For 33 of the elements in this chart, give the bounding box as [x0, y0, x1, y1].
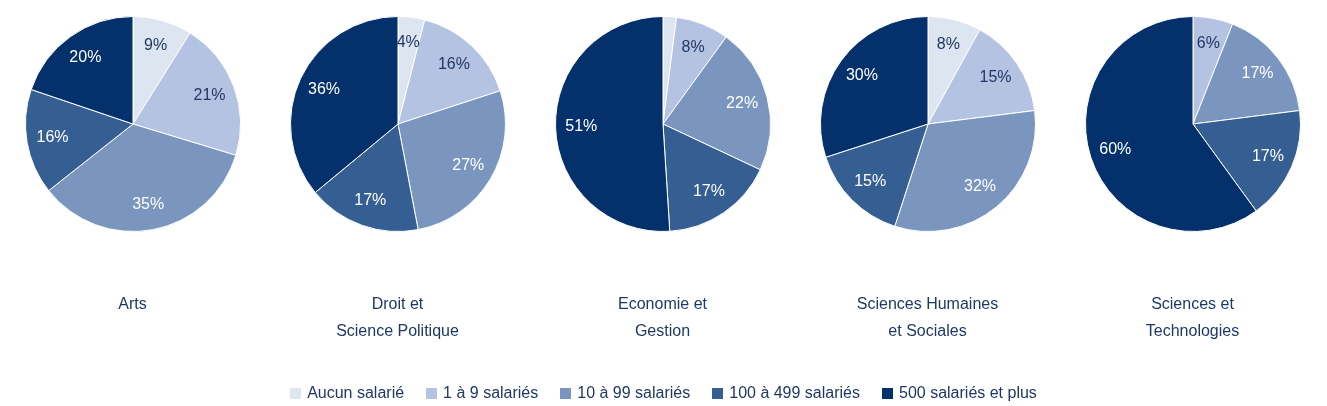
legend-label: Aucun salarié — [307, 384, 405, 402]
data-label: 8% — [681, 38, 705, 56]
data-label: 32% — [963, 177, 996, 195]
data-label: 17% — [353, 191, 386, 209]
text: Economie et Gestion — [617, 294, 708, 341]
data-label: 15% — [853, 172, 886, 190]
text: Arts — [117, 294, 148, 314]
data-label: 30% — [845, 66, 878, 84]
data-label: 4% — [396, 33, 420, 51]
data-label: 15% — [979, 68, 1012, 86]
data-label: 17% — [1251, 146, 1284, 164]
text: Sciences et Technologies — [1144, 294, 1241, 341]
data-label: 16% — [437, 54, 470, 72]
data-label: 51% — [564, 116, 597, 134]
data-label: 17% — [692, 181, 725, 199]
data-label: 35% — [131, 194, 164, 212]
data-label: 22% — [725, 94, 758, 112]
data-label: 9% — [143, 35, 167, 53]
legend-label: 500 salariés et plus — [899, 384, 1037, 402]
legend-label: 1 à 9 salariés — [443, 384, 539, 402]
data-label: 27% — [451, 155, 484, 173]
text: Droit et Science Politique — [335, 294, 460, 341]
legend-label: 10 à 99 salariés — [577, 384, 691, 402]
data-label: 21% — [193, 85, 226, 103]
data-label: 60% — [1098, 139, 1131, 157]
data-label: 36% — [307, 79, 340, 97]
data-label: 17% — [1241, 64, 1274, 82]
data-label: 6% — [1196, 34, 1220, 52]
data-label: 20% — [68, 48, 101, 66]
data-label: 16% — [35, 128, 69, 146]
data-label: 8% — [936, 35, 960, 53]
text: Sciences Humaines et Sociales — [855, 294, 1000, 341]
legend-label: 100 à 499 salariés — [729, 384, 860, 402]
